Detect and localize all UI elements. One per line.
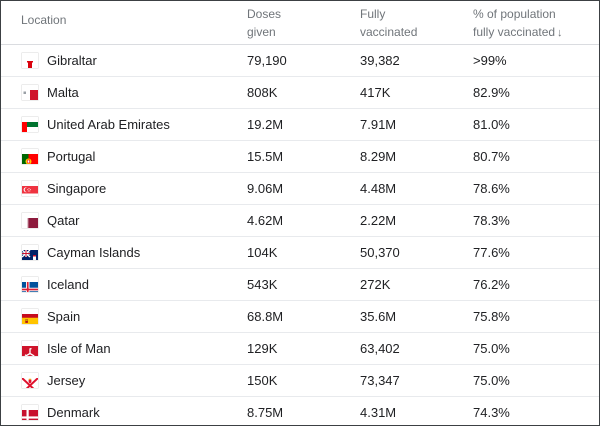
header-pct-line2-wrap: fully vaccinated ↓ bbox=[473, 23, 563, 42]
cell-pct-vaccinated: 76.2% bbox=[473, 277, 510, 292]
jersey-flag-icon bbox=[22, 373, 38, 388]
cell-fully-vaccinated: 7.91M bbox=[360, 117, 397, 132]
cell-pct-vaccinated: 77.6% bbox=[473, 245, 510, 260]
cell-fully-vaccinated: 63,402 bbox=[360, 341, 400, 356]
cell-doses-given: 543K bbox=[247, 277, 278, 292]
cell-location: Singapore bbox=[47, 181, 107, 196]
cayman-islands-flag-icon bbox=[22, 245, 38, 260]
spain-flag-icon bbox=[22, 309, 38, 324]
cell-fully-vaccinated: 417K bbox=[360, 85, 391, 100]
table-body: Gibraltar 79,190 39,382 >99% Malta 808K … bbox=[1, 45, 599, 425]
table-row[interactable]: Cayman Islands 104K 50,370 77.6% bbox=[1, 237, 599, 269]
cell-doses-given: 9.06M bbox=[247, 181, 284, 196]
cell-location: Isle of Man bbox=[47, 341, 111, 356]
denmark-flag-icon bbox=[22, 405, 38, 420]
table-row[interactable]: Singapore 9.06M 4.48M 78.6% bbox=[1, 173, 599, 205]
header-fully-line1: Fully bbox=[360, 7, 386, 21]
cell-pct-vaccinated: 78.3% bbox=[473, 213, 510, 228]
cell-doses-given: 68.8M bbox=[247, 309, 284, 324]
table-row[interactable]: Portugal 15.5M 8.29M 80.7% bbox=[1, 141, 599, 173]
table-row[interactable]: Jersey 150K 73,347 75.0% bbox=[1, 365, 599, 397]
cell-doses-given: 8.75M bbox=[247, 405, 284, 420]
cell-doses-given: 150K bbox=[247, 373, 278, 388]
cell-fully-vaccinated: 8.29M bbox=[360, 149, 397, 164]
cell-fully-vaccinated: 272K bbox=[360, 277, 391, 292]
header-fully-vaccinated[interactable]: Fully vaccinated bbox=[360, 5, 417, 41]
table-row[interactable]: Spain 68.8M 35.6M 75.8% bbox=[1, 301, 599, 333]
cell-fully-vaccinated: 50,370 bbox=[360, 245, 400, 260]
uae-flag-icon bbox=[22, 117, 38, 132]
cell-location: Denmark bbox=[47, 405, 100, 420]
cell-doses-given: 79,190 bbox=[247, 53, 287, 68]
cell-location: Jersey bbox=[47, 373, 86, 388]
malta-flag-icon bbox=[22, 85, 38, 100]
cell-location: Portugal bbox=[47, 149, 96, 164]
table-row[interactable]: United Arab Emirates 19.2M 7.91M 81.0% bbox=[1, 109, 599, 141]
cell-location: United Arab Emirates bbox=[47, 117, 170, 132]
qatar-flag-icon bbox=[22, 213, 38, 228]
cell-pct-vaccinated: 82.9% bbox=[473, 85, 510, 100]
header-location[interactable]: Location bbox=[21, 13, 67, 27]
cell-doses-given: 129K bbox=[247, 341, 278, 356]
table-row[interactable]: Malta 808K 417K 82.9% bbox=[1, 77, 599, 109]
cell-fully-vaccinated: 73,347 bbox=[360, 373, 400, 388]
cell-location: Malta bbox=[47, 85, 79, 100]
table-row[interactable]: Qatar 4.62M 2.22M 78.3% bbox=[1, 205, 599, 237]
header-pct-line2: fully vaccinated bbox=[473, 25, 556, 39]
cell-fully-vaccinated: 39,382 bbox=[360, 53, 400, 68]
cell-fully-vaccinated: 2.22M bbox=[360, 213, 397, 228]
cell-fully-vaccinated: 4.48M bbox=[360, 181, 397, 196]
cell-fully-vaccinated: 35.6M bbox=[360, 309, 397, 324]
header-doses-given[interactable]: Doses given bbox=[247, 5, 281, 41]
cell-pct-vaccinated: 81.0% bbox=[473, 117, 510, 132]
cell-pct-vaccinated: 80.7% bbox=[473, 149, 510, 164]
cell-fully-vaccinated: 4.31M bbox=[360, 405, 397, 420]
header-fully-line2: vaccinated bbox=[360, 25, 418, 39]
singapore-flag-icon bbox=[22, 181, 38, 196]
header-pct-line1: % of population bbox=[473, 7, 556, 21]
cell-doses-given: 19.2M bbox=[247, 117, 284, 132]
iceland-flag-icon bbox=[22, 277, 38, 292]
cell-doses-given: 15.5M bbox=[247, 149, 284, 164]
cell-location: Gibraltar bbox=[47, 53, 97, 68]
header-doses-line1: Doses bbox=[247, 7, 282, 21]
isle-of-man-flag-icon bbox=[22, 341, 38, 356]
cell-doses-given: 4.62M bbox=[247, 213, 284, 228]
cell-doses-given: 808K bbox=[247, 85, 278, 100]
cell-location: Cayman Islands bbox=[47, 245, 141, 260]
table-row[interactable]: Denmark 8.75M 4.31M 74.3% bbox=[1, 397, 599, 425]
cell-pct-vaccinated: 74.3% bbox=[473, 405, 510, 420]
cell-doses-given: 104K bbox=[247, 245, 278, 260]
cell-location: Spain bbox=[47, 309, 81, 324]
cell-pct-vaccinated: 75.0% bbox=[473, 373, 510, 388]
cell-pct-vaccinated: >99% bbox=[473, 53, 507, 68]
cell-pct-vaccinated: 75.0% bbox=[473, 341, 510, 356]
header-pct-fully-vaccinated[interactable]: % of population fully vaccinated ↓ bbox=[473, 5, 563, 42]
table-row[interactable]: Gibraltar 79,190 39,382 >99% bbox=[1, 45, 599, 77]
sort-descending-icon[interactable]: ↓ bbox=[557, 27, 563, 39]
table-header: Location Doses given Fully vaccinated % … bbox=[1, 1, 599, 45]
cell-pct-vaccinated: 78.6% bbox=[473, 181, 510, 196]
table-row[interactable]: Isle of Man 129K 63,402 75.0% bbox=[1, 333, 599, 365]
header-doses-line2: given bbox=[247, 25, 276, 39]
table-row[interactable]: Iceland 543K 272K 76.2% bbox=[1, 269, 599, 301]
portugal-flag-icon bbox=[22, 149, 38, 164]
cell-location: Qatar bbox=[47, 213, 80, 228]
cell-location: Iceland bbox=[47, 277, 89, 292]
gibraltar-flag-icon bbox=[22, 53, 38, 68]
cell-pct-vaccinated: 75.8% bbox=[473, 309, 510, 324]
